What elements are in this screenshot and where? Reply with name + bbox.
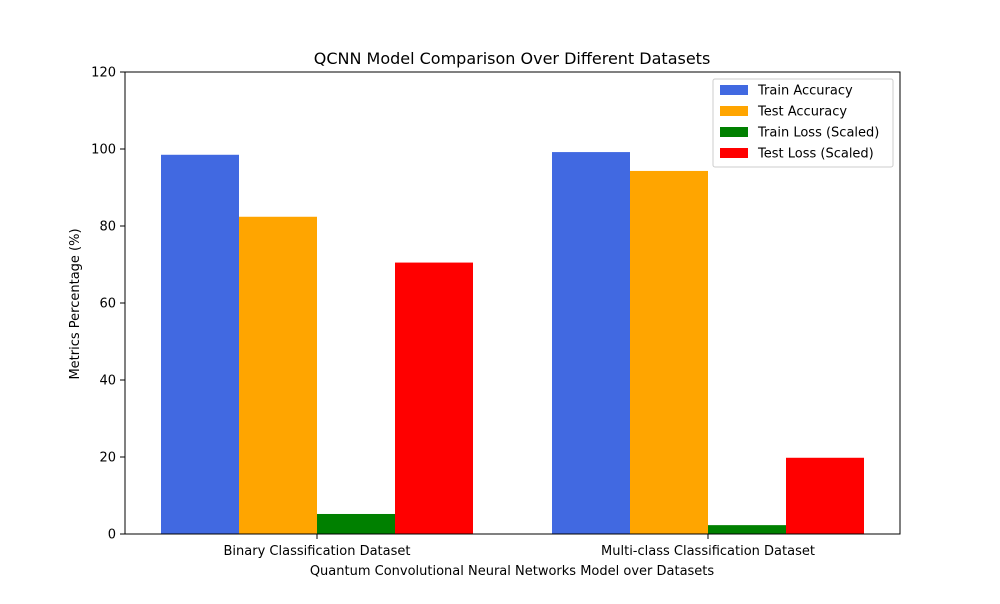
legend-swatch — [720, 106, 748, 116]
bars-group — [161, 152, 864, 534]
legend: Train Accuracy Test Accuracy Train Loss (S… — [712, 78, 894, 168]
legend-swatch — [720, 148, 748, 158]
bar-train-accuracy-1 — [161, 154, 239, 534]
legend-swatch — [720, 127, 748, 137]
y-tick-label: 60 — [99, 297, 116, 312]
x-tick-label: Multi-class Classification Dataset — [601, 544, 815, 559]
plot-frame — [124, 71, 901, 535]
y-axis-label: Metrics Percentage (%) — [68, 228, 83, 379]
x-tick-label: Binary Classification Dataset — [224, 544, 411, 559]
bar-train-loss-scaled-2 — [708, 525, 786, 534]
legend-box — [712, 78, 894, 168]
bar-test-accuracy-2 — [630, 170, 708, 534]
y-tick-label: 100 — [91, 143, 116, 158]
x-axis-label: Quantum Convolutional Neural Networks Mo… — [310, 564, 715, 579]
legend-swatch — [720, 85, 748, 95]
legend-label: Test Loss (Scaled) — [757, 147, 874, 162]
y-tick-label: 120 — [91, 66, 116, 81]
bar-train-loss-scaled-1 — [317, 513, 395, 534]
bar-test-accuracy-1 — [239, 216, 317, 534]
legend-label: Train Loss (Scaled) — [757, 126, 879, 141]
bar-test-loss-scaled-2 — [786, 457, 864, 534]
legend-label: Train Accuracy — [757, 84, 853, 99]
x-axis-ticks: Binary Classification Dataset Multi-class… — [224, 534, 815, 559]
y-tick-label: 80 — [99, 220, 116, 235]
y-axis-ticks: 0 20 40 60 80 100 120 — [91, 66, 125, 543]
bar-test-loss-scaled-1 — [395, 262, 473, 534]
y-tick-label: 20 — [99, 451, 116, 466]
legend-label: Test Accuracy — [757, 105, 847, 120]
chart-title: QCNN Model Comparison Over Different Dat… — [314, 49, 711, 68]
y-tick-label: 40 — [99, 374, 116, 389]
bar-train-accuracy-2 — [552, 152, 630, 534]
y-tick-label: 0 — [108, 528, 116, 543]
